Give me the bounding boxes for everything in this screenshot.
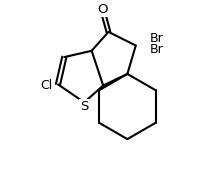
- Text: Br: Br: [149, 32, 163, 45]
- Text: Br: Br: [149, 43, 163, 56]
- Text: S: S: [80, 100, 88, 113]
- Text: Cl: Cl: [40, 79, 53, 92]
- Text: O: O: [97, 3, 107, 16]
